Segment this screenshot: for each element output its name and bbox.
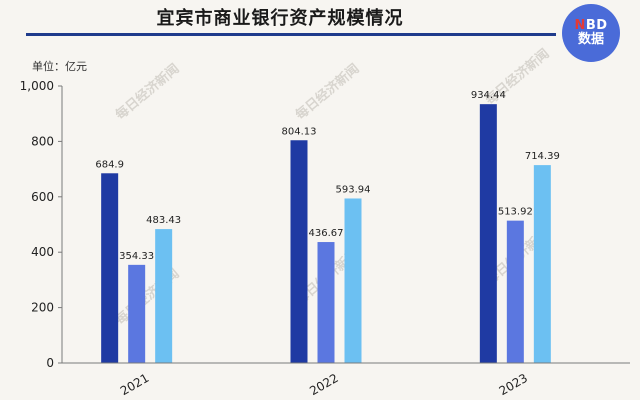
logo-text-data: 数据: [577, 32, 604, 47]
bar-2022-series-1: [290, 140, 308, 363]
logo-text-nbd: NBD: [574, 17, 608, 33]
nbd-logo-badge: NBD 数据: [562, 4, 620, 62]
unit-label: 单位：亿元: [32, 60, 87, 73]
y-tick-label: 800: [31, 134, 54, 148]
bar-2023-series-2: [506, 220, 524, 363]
chart-title: 宜宾市商业银行资产规模情况: [156, 8, 404, 29]
y-tick-label: 1,000: [20, 79, 54, 93]
y-tick-label: 0: [46, 356, 54, 370]
data-label: 934.44: [471, 90, 506, 101]
y-tick-label: 200: [31, 301, 54, 315]
data-label: 483.43: [146, 215, 181, 226]
x-tick-label: 2021: [118, 371, 151, 398]
x-tick-label: 2023: [497, 371, 530, 398]
bar-2023-series-3: [533, 165, 551, 363]
x-axis: 2021 2022 2023: [62, 362, 630, 398]
y-axis: 0 200 400 600 800 1,000: [20, 79, 63, 370]
y-tick-label: 600: [31, 190, 54, 204]
y-tick-label: 400: [31, 245, 54, 259]
data-label: 714.39: [525, 151, 560, 162]
bars-layer: 684.9 354.33 483.43 804.13 436.67 593.94 934.4…: [95, 90, 560, 363]
title-underline: [26, 33, 556, 36]
data-label: 684.9: [95, 159, 124, 170]
x-tick-label: 2022: [307, 371, 340, 398]
data-label: 804.13: [282, 126, 317, 137]
watermark-text: 每日经济新闻: [292, 61, 362, 123]
bar-2023-series-1: [479, 104, 497, 363]
data-label: 593.94: [336, 184, 371, 195]
data-label: 354.33: [119, 251, 154, 262]
data-label: 513.92: [498, 207, 533, 218]
data-label: 436.67: [309, 228, 344, 239]
bar-2021-series-3: [155, 229, 173, 363]
watermark-text: 每日经济新闻: [112, 61, 182, 123]
bar-2022-series-3: [344, 198, 362, 363]
bar-2022-series-2: [317, 242, 335, 363]
bar-2021-series-1: [101, 173, 119, 363]
bar-2021-series-2: [128, 264, 146, 363]
